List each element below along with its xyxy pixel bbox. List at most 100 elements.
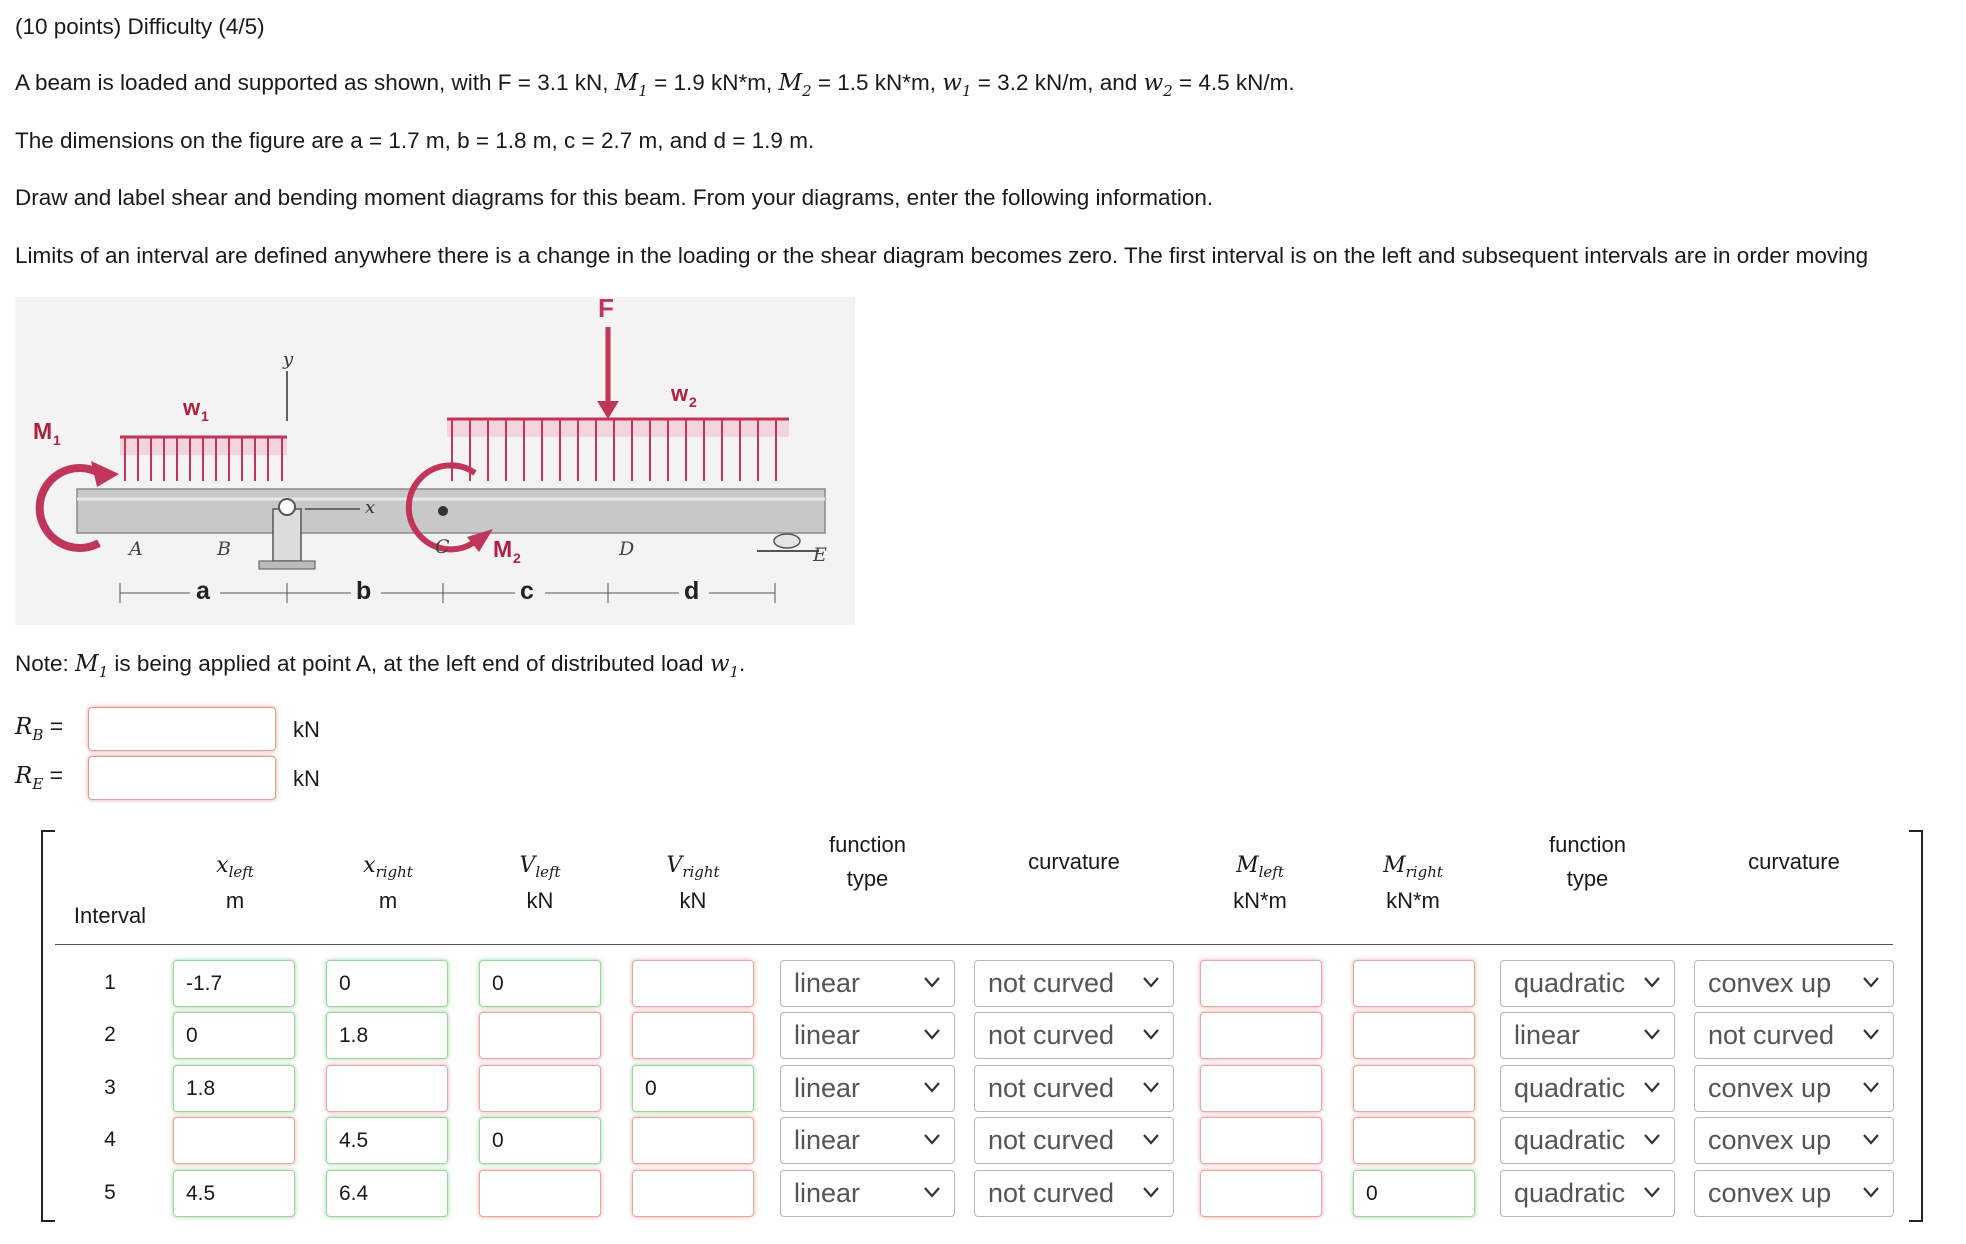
xright-input[interactable]: 1.8 [326,1012,448,1059]
vleft-input[interactable]: 0 [479,960,601,1007]
vright-input[interactable]: 0 [632,1065,754,1112]
chevron-down-icon [924,1029,940,1040]
svg-text:w: w [670,381,689,406]
header-mleft: Mleft kN*m [1233,853,1287,913]
mright-input[interactable] [1353,1117,1475,1164]
xleft-input[interactable]: 1.8 [173,1065,295,1112]
moment-curvature-select[interactable]: convex up [1694,1117,1894,1164]
shear-curvature-select[interactable]: not curved [974,1065,1174,1112]
table-bracket-right [1909,830,1923,1222]
chevron-down-icon [1863,1134,1879,1145]
mleft-input[interactable] [1200,1117,1322,1164]
chevron-down-icon [924,1187,940,1198]
select-value: not curved [988,1020,1115,1050]
svg-text:A: A [127,538,143,560]
moment-function-type-select[interactable]: quadratic [1500,1065,1675,1112]
vright-input[interactable] [632,1170,754,1217]
shear-function-type-select[interactable]: linear [780,1117,955,1164]
interval-number: 2 [104,1023,116,1046]
xright-input[interactable] [326,1065,448,1112]
roller-support-e [757,533,819,552]
chevron-down-icon [924,1082,940,1093]
chevron-down-icon [1143,1134,1159,1145]
svg-text:y: y [282,349,294,370]
moment-curvature-select[interactable]: not curved [1694,1012,1894,1059]
header-interval: Interval [73,903,147,928]
moment-function-type-select[interactable]: quadratic [1500,1170,1675,1217]
select-value: linear [1514,1020,1581,1050]
problem-line-3: Draw and label shear and bending moment … [15,185,1214,210]
beam-figure: y x F w 1 w 2 M 1 M 2 A B C D E a b c d [15,297,855,625]
svg-text:x: x [365,497,375,518]
mleft-input[interactable] [1200,1012,1322,1059]
moment-curvature-select[interactable]: convex up [1694,1170,1894,1217]
select-value: linear [794,1073,861,1103]
mleft-input[interactable] [1200,960,1322,1007]
shear-function-type-select[interactable]: linear [780,1065,955,1112]
reaction-re-input[interactable] [88,756,276,800]
shear-function-type-select[interactable]: linear [780,1170,955,1217]
select-value: not curved [988,968,1115,998]
select-value: linear [794,1020,861,1050]
select-value: quadratic [1514,1125,1626,1155]
mright-input[interactable]: 0 [1353,1170,1475,1217]
vleft-input[interactable]: 0 [479,1117,601,1164]
svg-text:1: 1 [201,408,209,424]
load-w1 [120,435,287,481]
mleft-input[interactable] [1200,1065,1322,1112]
header-vleft: Vleft kN [519,853,561,913]
moment-curvature-select[interactable]: convex up [1694,1065,1894,1112]
xright-input[interactable]: 0 [326,960,448,1007]
shear-curvature-select[interactable]: not curved [974,1012,1174,1059]
vright-input[interactable] [632,1012,754,1059]
shear-function-type-select[interactable]: linear [780,1012,955,1059]
xleft-input[interactable]: 4.5 [173,1170,295,1217]
svg-text:2: 2 [513,550,521,566]
xleft-input[interactable]: 0 [173,1012,295,1059]
svg-text:D: D [618,538,634,560]
moment-function-type-select[interactable]: quadratic [1500,960,1675,1007]
vleft-input[interactable] [479,1012,601,1059]
reaction-rb-input[interactable] [88,707,276,751]
interval-number: 4 [104,1128,116,1151]
moment-function-type-select[interactable]: linear [1500,1012,1675,1059]
moment-curvature-select[interactable]: convex up [1694,960,1894,1007]
mright-input[interactable] [1353,960,1475,1007]
shear-curvature-select[interactable]: not curved [974,960,1174,1007]
svg-text:F: F [598,297,614,323]
chevron-down-icon [1143,977,1159,988]
xleft-input[interactable] [173,1117,295,1164]
svg-text:w: w [182,395,201,420]
select-value: quadratic [1514,968,1626,998]
header-curvature-shear: curvature [1028,849,1120,874]
interval-number: 1 [104,971,116,994]
reaction-re-label: RE = [15,762,64,793]
select-value: linear [794,1178,861,1208]
chevron-down-icon [1644,1187,1660,1198]
svg-text:1: 1 [53,432,61,448]
chevron-down-icon [1863,1029,1879,1040]
shear-function-type-select[interactable]: linear [780,960,955,1007]
header-xleft: xleft m [216,853,254,913]
header-function-type-moment: function type [1548,832,1627,891]
vleft-input[interactable] [479,1065,601,1112]
chevron-down-icon [1644,1134,1660,1145]
vright-input[interactable] [632,960,754,1007]
shear-curvature-select[interactable]: not curved [974,1170,1174,1217]
chevron-down-icon [1143,1082,1159,1093]
xleft-input[interactable]: -1.7 [173,960,295,1007]
select-value: quadratic [1514,1073,1626,1103]
vleft-input[interactable] [479,1170,601,1217]
shear-curvature-select[interactable]: not curved [974,1117,1174,1164]
xright-input[interactable]: 6.4 [326,1170,448,1217]
interval-number: 3 [104,1076,116,1099]
mright-input[interactable] [1353,1012,1475,1059]
chevron-down-icon [924,977,940,988]
svg-text:E: E [812,544,827,566]
xright-input[interactable]: 4.5 [326,1117,448,1164]
mleft-input[interactable] [1200,1170,1322,1217]
moment-function-type-select[interactable]: quadratic [1500,1117,1675,1164]
pin-support-b [258,498,316,570]
vright-input[interactable] [632,1117,754,1164]
mright-input[interactable] [1353,1065,1475,1112]
